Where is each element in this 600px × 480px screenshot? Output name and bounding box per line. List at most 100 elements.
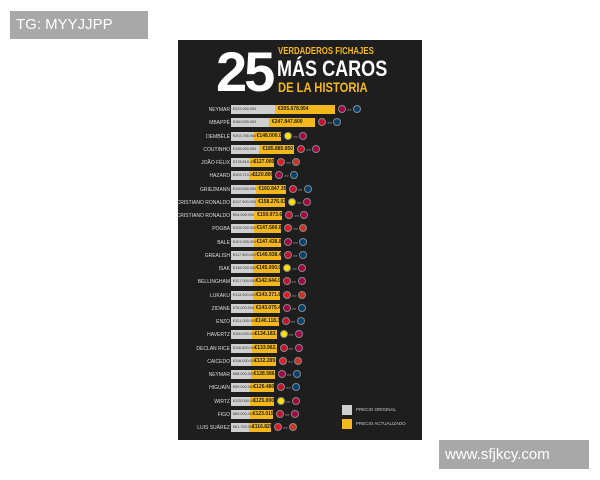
club-from-icon [284,131,293,140]
original-price: €121.000.000 [233,319,257,323]
watermark-top-left: TG: MYYJJPP [10,11,148,39]
table-row: BELLINGHAM €127.000.000 €142.644.035 >> [178,277,422,287]
updated-price: €128.586.454 [253,371,285,377]
club-from-icon [276,396,285,405]
arrow-icon: >> [283,425,288,430]
bar-original [231,105,275,114]
original-price: €127.000.000 [233,279,257,284]
bar-original [231,131,254,141]
club-to-icon [333,118,342,127]
bar-updated [231,237,282,247]
club-from-icon [281,317,290,325]
arrow-icon: >> [297,186,303,192]
club-to-icon [292,383,301,392]
bar-updated [231,118,316,128]
bar-updated [231,330,277,340]
bar-updated [231,396,274,406]
player-name: COUTINHO [203,146,230,153]
updated-price: €143.371.615 [255,291,287,298]
updated-price: €126.480.533 [253,384,284,391]
table-row: DEMBÉLÉ €203.785.960 €148.000.000 >> [178,131,422,142]
arrow-icon: >> [288,358,293,364]
bar-original [231,118,269,128]
player-name: POGBA [212,226,230,233]
arrow-icon: >> [291,292,297,298]
original-price: €101.000.000 [233,239,257,244]
club-to-icon [290,409,299,418]
original-price: €105.000.000 [233,226,257,231]
original-price: €75.000.000 [233,305,255,310]
player-name: JOÃO FÉLIX [201,160,230,166]
player-name: HAZARD [209,173,230,180]
player-name: CAICEDO [207,358,230,365]
table-row: ISAK €145.000.000 €145.000.000 >> [178,264,422,274]
updated-price: €133.962.349 [254,344,286,351]
player-name: BALE [217,239,230,246]
bar-updated [231,158,275,167]
updated-price: €125.000.000 [253,397,284,404]
updated-price: €160.847.359 [258,185,290,192]
club-from-icon [279,356,287,365]
player-name: CRISTIANO RONALDO [178,199,230,206]
updated-price: €148.000.000 [256,132,288,139]
legend-label-original: PRECIO ORIGINAL [356,407,397,412]
updated-price: €305.678.954 [278,106,309,112]
club-to-icon [296,317,305,325]
club-from-icon [287,197,296,206]
updated-price: €127.000.000 [253,159,285,165]
arrow-icon: >> [293,133,299,139]
original-price: €81.700.000 [233,425,255,429]
table-row: GRIEZMANN €120.000.000 €160.847.359 >> [178,184,422,195]
bar-updated [231,131,282,141]
table-row: GREALISH €117.500.000 €146.938.445 >> [178,250,422,261]
table-row: HAZARD €103.710.302 €120.800.000 >> [178,171,422,181]
arrow-icon: >> [293,226,298,232]
bar-original [231,277,253,287]
arrow-icon: >> [291,279,297,285]
club-from-icon [279,343,288,352]
club-from-icon [277,158,286,166]
arrow-icon: >> [285,398,291,404]
updated-price: €116.829.353 [252,424,283,430]
table-row: LUIS SUÁREZ €81.700.000 €116.829.353 >> [178,423,422,433]
bar-updated [231,317,279,326]
original-price: €90.000.000 [233,385,255,390]
arrow-icon: >> [286,385,291,391]
infographic: 25 VERDADEROS FICHAJES MÁS CAROS DE LA H… [178,40,422,440]
original-price: €178.818.407 [233,160,257,164]
bar-updated [231,356,276,366]
club-to-icon [302,197,311,206]
club-to-icon [303,184,312,193]
bar-updated [231,197,285,207]
player-name: MBAPPÉ [209,120,230,127]
table-row: CRISTIANO RONALDO €94.000.000 €150.973.6… [178,211,422,221]
club-from-icon [277,370,286,378]
table-row: HIGUAÍN €90.000.000 €126.480.533 >> [178,383,422,393]
arrow-icon: >> [292,266,297,271]
updated-price: €158.276.037 [258,198,289,205]
updated-price: €147.560.680 [256,225,288,232]
table-row: JOÃO FÉLIX €178.818.407 €127.000.000 >> [178,158,422,168]
table-row: LUKAKU €113.000.000 €143.371.615 >> [178,290,422,301]
arrow-icon: >> [291,305,297,311]
bar-original [231,423,249,432]
player-name: HAVERTZ [207,332,230,339]
table-row: BALE €101.000.000 €147.438.820 >> [178,237,422,248]
club-from-icon [284,224,293,233]
player-name: WIRTZ [214,398,230,405]
original-price: €125.000.000 [233,398,257,403]
bar-original [231,158,251,167]
bar-updated [231,383,275,393]
table-row: NEYMAR €88.000.000 €128.586.454 >> [178,370,422,380]
original-price: €100.000.000 [233,332,257,337]
title-line-3: DE LA HISTORIA [278,79,368,95]
club-from-icon [283,250,292,259]
club-to-icon [292,158,301,166]
updated-price: €123.015.067 [252,410,284,417]
updated-price: €185.885.850 [262,145,294,152]
table-row: CRISTIANO RONALDO €117.000.000 €158.276.… [178,197,422,208]
table-row: ZIDANE €75.000.000 €143.075.409 >> [178,303,422,314]
bar-updated [231,423,271,432]
arrow-icon: >> [347,107,352,112]
bar-original [231,317,253,326]
